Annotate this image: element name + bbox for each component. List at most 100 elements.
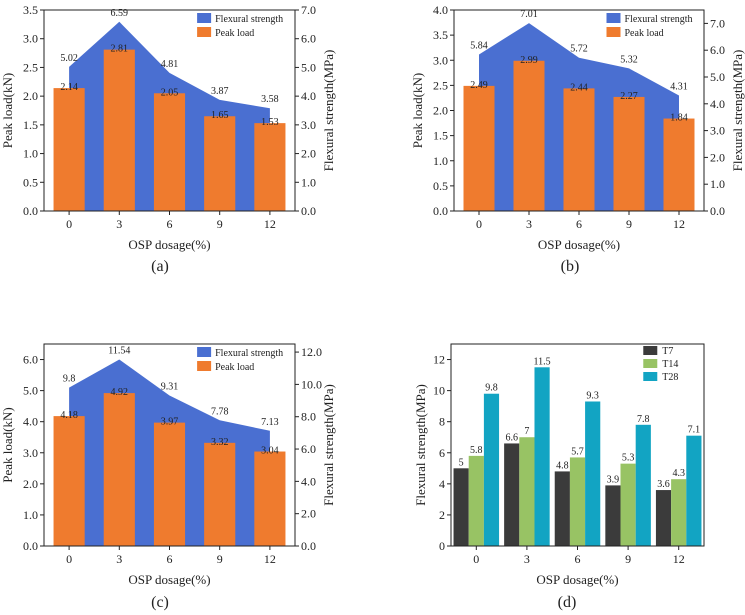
flexural-strength-label: 5.84 — [470, 40, 488, 51]
peak-load-label: 1.65 — [211, 110, 229, 121]
x-tick-label: 6 — [575, 552, 581, 566]
y-tick-label: 0.0 — [23, 204, 38, 218]
peak-load-label: 1.84 — [670, 113, 688, 124]
strength-bar-label: 3.9 — [607, 474, 620, 485]
peak-load-bar — [613, 96, 645, 211]
x-axis-label: OSP dosage(%) — [128, 572, 210, 587]
strength-bar-t7 — [605, 485, 621, 546]
legend-swatch-peak — [606, 27, 621, 37]
strength-bar-t28 — [635, 424, 651, 546]
y-axis-label-right: Flexural strength(MPa) — [321, 50, 336, 172]
strength-bar-label: 7 — [524, 426, 529, 437]
strength-bar-label: 6.6 — [505, 432, 518, 443]
y-axis-label-right: Flexural strength(MPa) — [730, 50, 745, 172]
panel-label: (c) — [151, 594, 169, 611]
y-tick-label: 2.0 — [23, 89, 38, 103]
y2-tick-label: 2.0 — [301, 507, 316, 521]
legend-swatch-flexural — [197, 13, 212, 23]
strength-bar-t28 — [686, 435, 702, 546]
peak-load-bar — [204, 116, 236, 211]
y-tick-label: 3.0 — [433, 53, 448, 67]
y-tick-label: 4 — [439, 477, 445, 491]
peak-load-label: 2.27 — [620, 91, 638, 102]
x-tick-label: 6 — [167, 552, 173, 566]
strength-bar-label: 5.8 — [470, 445, 483, 456]
panel-label: (b) — [561, 258, 580, 275]
strength-bar-t7 — [453, 468, 469, 546]
flexural-strength-label: 5.02 — [60, 53, 78, 64]
flexural-strength-label: 7.01 — [520, 9, 538, 20]
y-tick-label: 3.5 — [23, 3, 38, 17]
y-tick-label: 12 — [433, 353, 445, 367]
strength-bar-label: 3.6 — [657, 479, 670, 490]
legend-label: Peak load — [625, 28, 664, 39]
strength-bar-t7 — [655, 490, 672, 546]
x-tick-label: 12 — [264, 552, 276, 566]
peak-load-bar — [513, 60, 545, 211]
peak-load-bar — [463, 85, 495, 211]
x-axis-label: OSP dosage(%) — [538, 237, 620, 252]
x-tick-label: 3 — [526, 217, 532, 231]
legend-label: T28 — [662, 372, 678, 383]
y2-tick-label: 0.0 — [710, 204, 725, 218]
x-tick-label: 3 — [116, 552, 122, 566]
peak-load-label: 2.44 — [570, 82, 588, 93]
peak-load-bar — [103, 393, 135, 546]
y-tick-label: 0.0 — [433, 204, 448, 218]
x-tick-label: 0 — [473, 552, 479, 566]
y2-tick-label: 12.0 — [301, 345, 322, 359]
strength-bar-label: 11.5 — [534, 356, 551, 367]
x-axis-label: OSP dosage(%) — [128, 237, 210, 252]
y-tick-label: 2.0 — [23, 477, 38, 491]
flexural-strength-label: 9.8 — [63, 374, 76, 385]
x-tick-label: 12 — [264, 217, 276, 231]
strength-bar-t7 — [504, 443, 520, 546]
peak-load-bar — [53, 416, 85, 546]
x-tick-label: 12 — [673, 552, 685, 566]
y-tick-label: 1.5 — [433, 129, 448, 143]
legend-swatch-t7 — [643, 346, 658, 355]
legend-label: Flexural strength — [625, 14, 693, 25]
peak-load-label: 4.92 — [111, 387, 129, 398]
strength-bar-t28 — [585, 401, 601, 546]
y2-tick-label: 4.0 — [710, 97, 725, 111]
x-axis-label: OSP dosage(%) — [536, 572, 618, 587]
y2-tick-label: 4.0 — [301, 474, 316, 488]
y2-tick-label: 3.0 — [301, 118, 316, 132]
x-tick-label: 3 — [116, 217, 122, 231]
peak-load-bar — [153, 93, 186, 211]
y-tick-label: 3.0 — [23, 32, 38, 46]
strength-bar-t14 — [671, 479, 687, 546]
strength-bar-label: 5.3 — [622, 453, 635, 464]
strength-bar-label: 7.8 — [637, 414, 650, 425]
flexural-strength-label: 5.32 — [620, 54, 638, 65]
strength-bar-t14 — [620, 463, 636, 546]
legend-swatch-flexural — [606, 13, 621, 23]
x-tick-label: 9 — [217, 217, 223, 231]
peak-load-label: 2.49 — [470, 80, 488, 91]
strength-bar-label: 5 — [459, 457, 464, 468]
peak-load-bar — [53, 88, 85, 211]
y-tick-label: 4.0 — [433, 3, 448, 17]
x-tick-label: 0 — [66, 217, 72, 231]
y-tick-label: 0.0 — [23, 539, 38, 553]
peak-load-bar — [204, 442, 236, 546]
y-tick-label: 8 — [439, 415, 445, 429]
y-tick-label: 10 — [433, 384, 445, 398]
y-tick-label: 3.5 — [433, 28, 448, 42]
legend-label: Peak load — [215, 362, 254, 373]
y-tick-label: 5.0 — [23, 384, 38, 398]
y-tick-label: 6 — [439, 446, 445, 460]
peak-load-label: 3.97 — [161, 417, 179, 428]
y2-tick-label: 5.0 — [301, 60, 316, 74]
legend-swatch-peak — [197, 361, 212, 371]
legend-label: Flexural strength — [215, 348, 283, 359]
y-tick-label: 4.0 — [23, 415, 38, 429]
y2-tick-label: 4.0 — [301, 89, 316, 103]
y-tick-label: 2 — [439, 508, 445, 522]
y-tick-label: 2.0 — [433, 104, 448, 118]
y-tick-label: 0 — [439, 539, 445, 553]
x-tick-label: 0 — [66, 552, 72, 566]
peak-load-label: 2.14 — [60, 82, 78, 93]
